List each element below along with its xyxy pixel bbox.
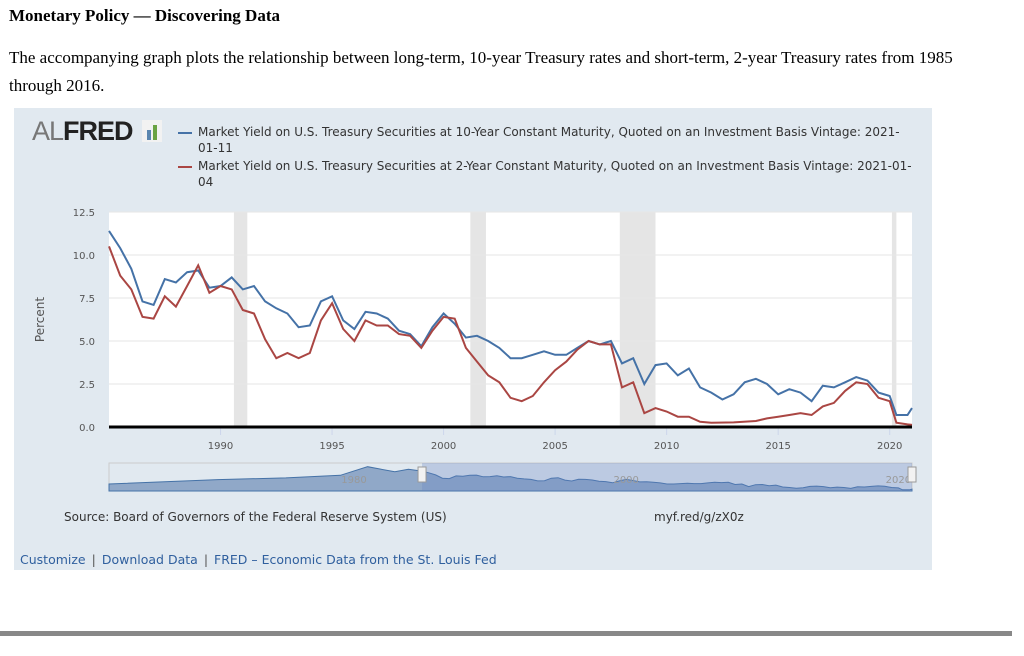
- navigator-handle[interactable]: [417, 466, 427, 483]
- navigator-label: 1980: [341, 475, 366, 486]
- recession-shading: [470, 212, 486, 427]
- recession-shading: [891, 212, 897, 427]
- navigator-label: 2020: [886, 475, 911, 486]
- customize-link[interactable]: Customize: [20, 552, 86, 567]
- y-tick-label: 12.5: [73, 208, 95, 219]
- series-line-2-year: [108, 246, 913, 426]
- bar-chart-icon: [142, 120, 163, 142]
- legend-item-2-year[interactable]: Market Yield on U.S. Treasury Securities…: [178, 158, 918, 190]
- navigator-selected-range: [422, 463, 912, 491]
- x-tick-label: 2020: [877, 441, 902, 452]
- x-tick-label: 2015: [765, 441, 790, 452]
- intro-paragraph: The accompanying graph plots the relatio…: [9, 48, 953, 95]
- page-title: Monetary Policy — Discovering Data: [9, 6, 280, 25]
- line-chart: 0.0 2.5 5.0 7.5 10.0 12.5 1990 1995 2000 2005 2010…: [33, 208, 917, 492]
- x-tick-label: 1990: [208, 441, 233, 452]
- download-data-link[interactable]: Download Data: [101, 552, 198, 567]
- navigator-label: 2000: [613, 475, 638, 486]
- alfred-logo: ALFRED: [32, 116, 163, 147]
- legend-swatch: [178, 166, 192, 168]
- navigator-handle[interactable]: [907, 466, 917, 483]
- source-text: Source: Board of Governors of the Federa…: [64, 510, 447, 524]
- x-tick-label: 2000: [431, 441, 456, 452]
- y-tick-label: 5.0: [79, 337, 95, 348]
- fred-link[interactable]: FRED – Economic Data from the St. Louis …: [214, 552, 497, 567]
- navigator-series: [108, 466, 913, 492]
- y-tick-label: 10.0: [73, 251, 95, 262]
- x-tick-label: 1995: [319, 441, 344, 452]
- divider: [0, 631, 1012, 636]
- recession-shading: [619, 212, 656, 427]
- footer-links: Customize | Download Data | FRED – Economic …: [20, 552, 497, 567]
- legend-swatch: [178, 132, 192, 134]
- legend-item-10-year[interactable]: Market Yield on U.S. Treasury Securities…: [178, 124, 918, 156]
- x-tick-label: 2005: [542, 441, 567, 452]
- series-line-10-year: [108, 230, 913, 416]
- y-axis-label: Percent: [33, 297, 47, 342]
- plot-area: [109, 212, 912, 427]
- fred-graph-panel: ALFRED Market Yield on U.S. Treasury Sec…: [14, 108, 932, 570]
- y-tick-label: 7.5: [79, 294, 95, 305]
- recession-shading: [233, 212, 248, 427]
- y-tick-label: 0.0: [79, 423, 95, 434]
- x-tick-label: 2010: [654, 441, 679, 452]
- y-tick-label: 2.5: [79, 380, 95, 391]
- short-url[interactable]: myf.red/g/zX0z: [654, 510, 744, 524]
